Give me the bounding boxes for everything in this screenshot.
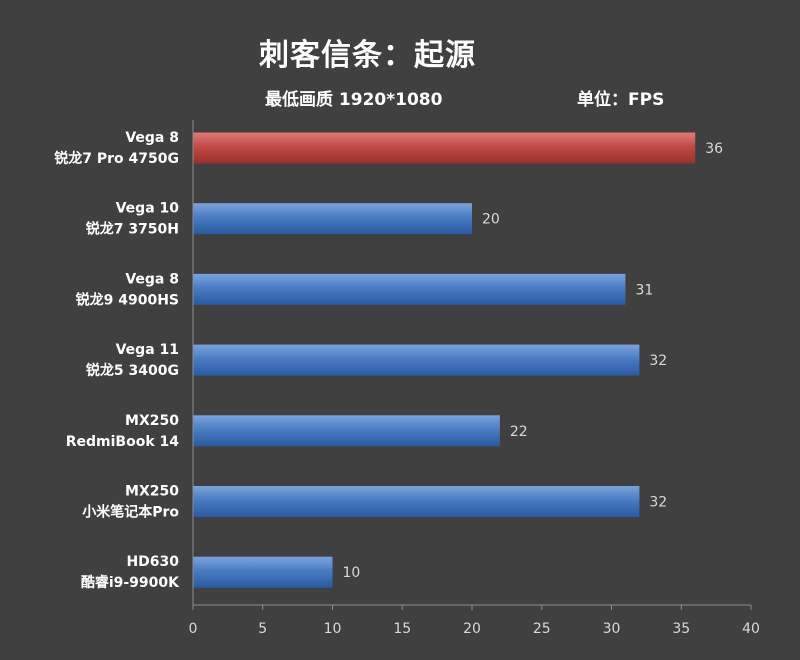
category-label: RedmiBook 14	[66, 434, 180, 450]
chart-unit: 单位：FPS	[577, 90, 665, 110]
x-tick-label: 40	[742, 621, 760, 637]
bar	[193, 486, 640, 517]
bar	[193, 132, 696, 164]
bar	[193, 556, 333, 588]
value-label: 32	[649, 353, 667, 369]
x-tick-label: 10	[324, 621, 342, 637]
category-label: Vega 8	[125, 130, 179, 146]
bar	[193, 344, 640, 376]
category-label: MX250	[125, 413, 179, 429]
x-tick-label: 25	[533, 621, 551, 637]
category-label: 锐龙5 3400G	[86, 362, 179, 379]
x-tick-label: 30	[603, 621, 621, 637]
value-label: 31	[635, 282, 653, 298]
category-label: Vega 11	[116, 342, 179, 358]
x-tick-label: 35	[672, 621, 690, 637]
x-tick-label: 20	[463, 621, 481, 637]
value-label: 22	[510, 424, 528, 440]
x-tick-label: 5	[258, 621, 267, 637]
category-label: MX250	[125, 484, 179, 500]
category-label: 锐龙7 3750H	[86, 221, 179, 238]
category-label: 酷睿i9-9900K	[81, 574, 180, 591]
category-label: 小米笔记本Pro	[82, 504, 179, 521]
chart-title: 刺客信条：起源	[259, 38, 476, 73]
category-label: Vega 8	[125, 271, 179, 287]
category-label: HD630	[126, 554, 179, 570]
value-label: 10	[343, 565, 361, 581]
bar	[193, 273, 626, 305]
category-label: 锐龙9 4900HS	[76, 291, 179, 308]
chart-subtitle: 最低画质 1920*1080	[265, 90, 443, 110]
x-tick-label: 15	[393, 621, 411, 637]
value-label: 20	[482, 212, 500, 228]
bar	[193, 415, 500, 447]
value-label: 36	[705, 141, 723, 157]
bar	[193, 203, 472, 235]
x-tick-label: 0	[189, 621, 198, 637]
category-label: Vega 10	[116, 201, 180, 217]
category-label: 锐龙7 Pro 4750G	[54, 150, 179, 167]
value-label: 32	[649, 495, 667, 511]
